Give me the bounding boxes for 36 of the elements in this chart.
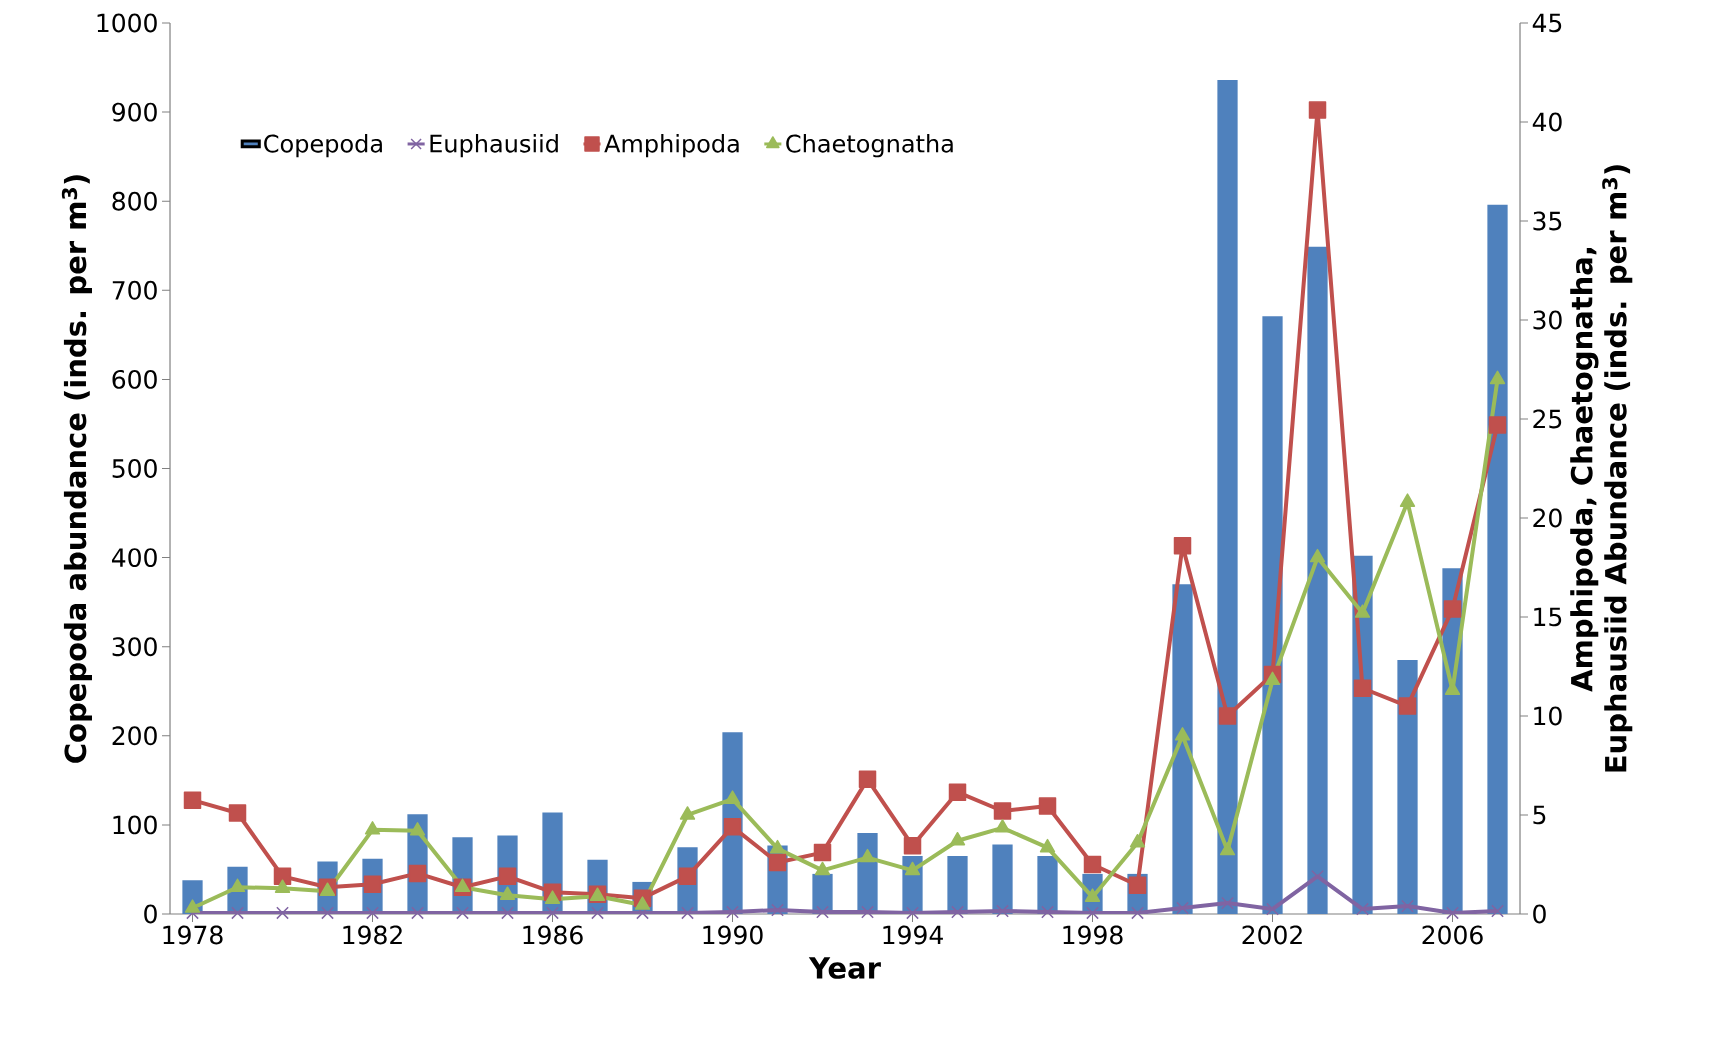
x-tick-label: 1990 [703,925,763,945]
y-tick-label: 0 [144,904,157,924]
y2-tick-label: 40 [1532,112,1562,132]
y-axis-title: Copepoda abundance (inds. per m$^{3}$) [61,175,92,763]
x-tick-label: 1978 [163,925,223,945]
y-tick-label: 1000 [97,13,157,33]
y2-tick-label: 0 [1533,904,1546,924]
y-tick-label: 300 [112,637,157,657]
x-tick-label: 1982 [343,925,402,945]
x-tick-label: 1994 [883,925,943,945]
x-tick-label: 2006 [1422,925,1483,945]
y-tick-label: 900 [112,102,157,122]
y2-tick-label: 35 [1533,211,1562,231]
y-tick-label: 100 [113,815,157,835]
legend-label: Copepoda [264,134,382,158]
y2-tick-label: 30 [1533,310,1562,330]
y-tick-label: 800 [112,191,157,211]
x-axis-title: Year [808,957,881,979]
legend-label: Chaetognatha [786,134,953,158]
y-tick-label: 600 [112,369,157,389]
y2-tick-label: 20 [1533,508,1562,528]
x-tick-label: 2002 [1242,925,1302,945]
y2-tick-label: 5 [1533,805,1546,825]
y-tick-label: 200 [112,726,157,746]
legend-label: Euphausiid [430,134,558,158]
y2-tick-label: 10 [1534,706,1562,726]
y2-axis-title: Amphipoda, Chaetognatha, Euphausiid Abundance (inds. per m$^{3}$) [1570,165,1633,772]
y-tick-label: 700 [112,280,157,300]
x-tick-label: 1998 [1063,925,1123,945]
y2-tick-label: 15 [1534,607,1562,627]
y-tick-label: 400 [111,548,157,568]
legend-label: Amphipoda [604,134,739,158]
x-tick-label: 1986 [523,925,583,945]
y2-tick-label: 45 [1532,13,1562,33]
y-tick-label: 500 [112,459,157,478]
y2-tick-label: 25 [1533,409,1562,429]
